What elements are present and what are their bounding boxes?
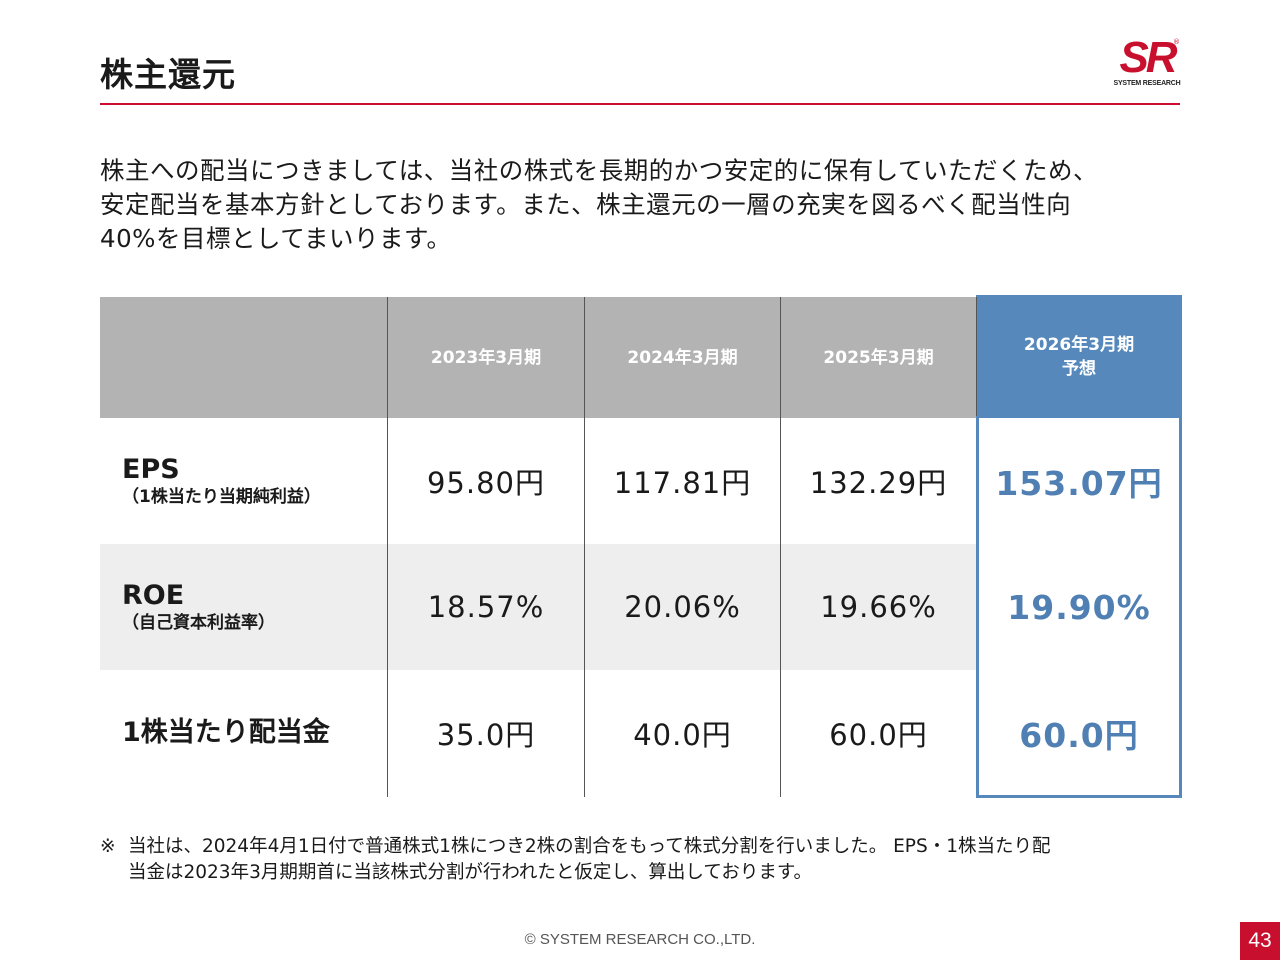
intro-line: 株主への配当につきましては、当社の株式を長期的かつ安定的に保有していただくため、 bbox=[100, 156, 1099, 185]
forecast-header-background bbox=[976, 295, 1182, 418]
row-band-dividend bbox=[100, 670, 976, 796]
column-divider bbox=[387, 297, 388, 797]
column-header-fy2026-forecast: 2026年3月期 予想 bbox=[976, 295, 1182, 418]
company-logo: SR ® SYSTEM RESEARCH bbox=[1112, 33, 1182, 92]
table-cell: 20.06% bbox=[624, 590, 741, 624]
column-header-label: 2024年3月期 bbox=[627, 347, 738, 368]
column-header-label: 2026年3月期 bbox=[1023, 334, 1135, 355]
row-label-eps: EPS （1株当たり当期純利益） bbox=[122, 418, 321, 544]
table-cell-forecast: 19.90% bbox=[1007, 587, 1151, 627]
row-label-roe: ROE （自己資本利益率） bbox=[122, 544, 275, 670]
page-number: 43 bbox=[1240, 922, 1280, 960]
footnote-line: 当金は2023年3月期期首に当該株式分割が行われたと仮定し、算出しております。 bbox=[128, 862, 812, 883]
logo-mark: SR bbox=[1119, 33, 1177, 82]
row-label-sub: （自己資本利益率） bbox=[122, 613, 275, 633]
intro-line: 安定配当を基本方針としております。また、株主還元の一層の充実を図るべく配当性向 bbox=[100, 190, 1072, 219]
table-cell-forecast: 60.0円 bbox=[1019, 716, 1139, 755]
page-title: 株主還元 bbox=[100, 55, 236, 94]
table-cell: 18.57% bbox=[427, 590, 545, 624]
row-band-eps bbox=[100, 418, 976, 544]
table-cell: 60.0円 bbox=[829, 718, 928, 752]
table-cell: 132.29円 bbox=[809, 466, 948, 500]
copyright-text: © SYSTEM RESEARCH CO.,LTD. bbox=[524, 931, 756, 948]
forecast-column-frame bbox=[976, 416, 1182, 798]
row-band-roe bbox=[100, 544, 976, 670]
logo-text: SYSTEM RESEARCH bbox=[1113, 80, 1181, 87]
table-cell-forecast: 153.07円 bbox=[995, 464, 1163, 503]
row-label-main: ROE bbox=[122, 580, 185, 611]
table-cell: 95.80円 bbox=[426, 466, 546, 500]
column-header-label: 2023年3月期 bbox=[430, 347, 542, 368]
column-header-label: 2025年3月期 bbox=[823, 347, 934, 368]
column-header-fy2023: 2023年3月期 bbox=[388, 297, 584, 418]
title-divider bbox=[100, 103, 1180, 105]
intro-paragraph: 株主への配当につきましては、当社の株式を長期的かつ安定的に保有していただくため、… bbox=[100, 154, 1190, 256]
shareholder-return-table: 2023年3月期 2024年3月期 2025年3月期 2026年3月期 予想 E… bbox=[100, 295, 1182, 798]
table-header-background bbox=[100, 297, 976, 418]
table-cell: 117.81円 bbox=[613, 466, 752, 500]
column-header-fy2024: 2024年3月期 bbox=[585, 297, 780, 418]
row-label-main: 1株当たり配当金 bbox=[122, 717, 330, 748]
table-cell: 35.0円 bbox=[436, 718, 536, 752]
row-label-main: EPS bbox=[122, 454, 180, 485]
row-label-sub: （1株当たり当期純利益） bbox=[122, 487, 321, 507]
footnote: ※ 当社は、2024年4月1日付で普通株式1株につき2株の割合をもって株式分割を… bbox=[100, 834, 1190, 886]
footnote-line: 当社は、2024年4月1日付で普通株式1株につき2株の割合をもって株式分割を行い… bbox=[128, 836, 1051, 857]
table-cell: 40.0円 bbox=[633, 718, 732, 752]
column-divider bbox=[780, 297, 781, 797]
column-header-sub: 予想 bbox=[1062, 358, 1096, 379]
column-divider bbox=[584, 297, 585, 797]
intro-line: 40%を目標としてまいります。 bbox=[100, 224, 452, 253]
registered-mark: ® bbox=[1173, 38, 1180, 46]
column-header-fy2025: 2025年3月期 bbox=[781, 297, 976, 418]
footnote-mark: ※ bbox=[100, 836, 116, 857]
table-cell: 19.66% bbox=[820, 590, 937, 624]
row-label-dividend: 1株当たり配当金 bbox=[122, 670, 330, 796]
